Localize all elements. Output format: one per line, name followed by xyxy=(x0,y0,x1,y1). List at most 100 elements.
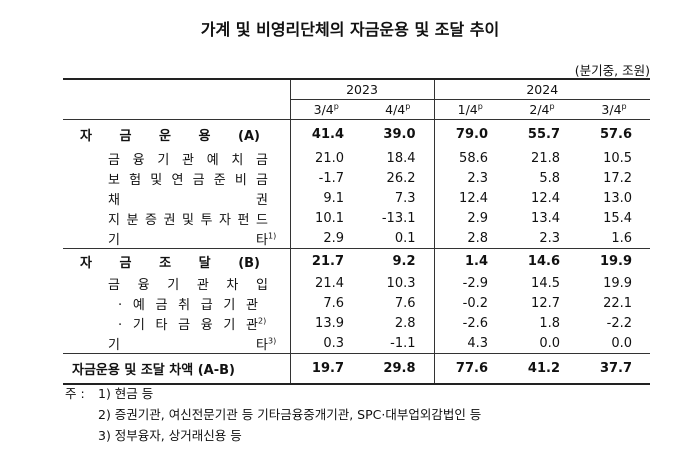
value-cell: 39.0 xyxy=(362,119,435,149)
value-cell: 19.9 xyxy=(578,248,651,274)
table-row: 보 험 및 연 금 준 비 금 -1.7 26.2 2.3 5.8 17.2 xyxy=(63,168,650,189)
period-mark: p xyxy=(477,101,483,111)
value-cell: 2.9 xyxy=(467,211,488,226)
value-cell: 10.5 xyxy=(603,151,633,166)
period-mark: p xyxy=(333,101,339,111)
footnote-mark: 1) xyxy=(268,231,277,241)
table-body: 2023 2024 3/4p 4/4p 1/4p 2/4p 3/4p 자 금 운 용 (A) 4… xyxy=(63,78,651,385)
value-cell: 7.6 xyxy=(323,296,344,311)
value-cell: 21.4 xyxy=(315,276,344,291)
value-cell: 0.0 xyxy=(611,335,633,351)
value-cell: 18.4 xyxy=(362,148,435,169)
value-cell: 12.7 xyxy=(531,296,560,311)
value-cell: 19.9 xyxy=(603,276,633,291)
value-cell: 13.0 xyxy=(603,191,633,206)
value-cell: 13.4 xyxy=(531,211,560,226)
row-label-cell: 지 분 증 권 및 투 자 펀 드 xyxy=(63,208,291,229)
value-cell: -2.6 xyxy=(462,316,488,331)
row-label: 채 권 xyxy=(108,193,268,208)
value-cell: 17.2 xyxy=(603,171,633,186)
row-label: 지 분 증 권 및 투 자 펀 드 xyxy=(108,213,268,228)
value-cell: 2.3 xyxy=(467,171,488,186)
row-label-cell: 자금운용 및 조달 차액 (A-B) xyxy=(63,353,291,385)
value-cell: 10.1 xyxy=(315,211,344,226)
value-cell: 1.6 xyxy=(611,230,633,246)
row-label-cell: 금 융 기 관 예 치 금 xyxy=(63,148,291,169)
value-cell: 55.7 xyxy=(506,119,578,149)
value-cell: 77.6 xyxy=(434,353,506,385)
value-cell: 13.9 xyxy=(315,316,344,331)
row-label-cell: 기 타1) xyxy=(63,228,291,249)
table-row: 기 타1) 2.9 0.1 2.8 2.3 1.6 xyxy=(63,228,650,249)
table-row: 금 융 기 관 차 입 21.4 10.3 -2.9 14.5 19.9 xyxy=(63,273,650,294)
value-cell: 12.4 xyxy=(531,191,560,206)
value-cell: -1.1 xyxy=(362,333,435,354)
period-header: 3/4p xyxy=(578,100,650,120)
value-cell: 29.8 xyxy=(362,353,435,385)
period-mark: p xyxy=(549,101,555,111)
row-label: 자 금 조 달 (B) xyxy=(80,255,260,271)
row-label-cell: · 기 타 금 융 기 관2) xyxy=(63,313,291,334)
value-cell: 2.8 xyxy=(467,230,488,246)
table-row: 기 타3) 0.3 -1.1 4.3 0.0 0.0 xyxy=(63,333,650,354)
row-label-cell: · 예 금 취 급 기 관 xyxy=(63,293,291,314)
period-label: 4/4 xyxy=(385,102,406,118)
value-cell: -2.2 xyxy=(606,316,633,331)
year-header: 2023 xyxy=(290,78,435,100)
footnote-mark: 3) xyxy=(268,336,277,346)
row-label: · 예 금 취 급 기 관 xyxy=(118,298,258,313)
value-cell: -0.2 xyxy=(462,296,488,311)
value-cell: 37.7 xyxy=(578,353,651,385)
row-label-cell: 보 험 및 연 금 준 비 금 xyxy=(63,168,291,189)
value-cell: -2.9 xyxy=(462,276,488,291)
value-cell: 58.6 xyxy=(459,151,488,166)
table-row: 금 융 기 관 예 치 금 21.0 18.4 58.6 21.8 10.5 xyxy=(63,148,650,169)
value-cell: 0.1 xyxy=(362,228,435,249)
value-cell: -1.7 xyxy=(318,171,344,186)
header-row: 3/4p 4/4p 1/4p 2/4p 3/4p xyxy=(63,99,650,120)
row-label: 기 타 xyxy=(108,337,268,353)
value-cell: 1.8 xyxy=(539,316,560,331)
table-row: 지 분 증 권 및 투 자 펀 드 10.1 -13.1 2.9 13.4 15.4 xyxy=(63,208,650,229)
period-label: 2/4 xyxy=(529,102,550,118)
notes-prefix: 주 : xyxy=(65,386,85,401)
period-header: 4/4p xyxy=(362,99,435,120)
row-label: 보 험 및 연 금 준 비 금 xyxy=(108,173,268,188)
row-label: 자 금 운 용 (A) xyxy=(80,128,260,144)
value-cell: 7.6 xyxy=(362,293,435,314)
table-row: · 예 금 취 급 기 관 7.6 7.6 -0.2 12.7 22.1 xyxy=(63,293,650,314)
row-label: 금 융 기 관 차 입 xyxy=(108,278,268,293)
value-cell: 41.2 xyxy=(506,353,578,385)
row-label: · 기 타 금 융 기 관 xyxy=(118,318,258,333)
unit: (분기중, 조원) xyxy=(574,63,650,78)
value-cell: 5.8 xyxy=(539,171,560,186)
value-cell: 57.6 xyxy=(578,119,651,149)
value-cell: 26.2 xyxy=(362,168,435,189)
row-label-cell: 자 금 운 용 (A) xyxy=(63,119,291,149)
note-item: 3) 정부융자, 상거래신용 등 xyxy=(98,428,242,443)
value-cell: 14.5 xyxy=(531,276,560,291)
table-row: 자 금 조 달 (B) 21.7 9.2 1.4 14.6 19.9 xyxy=(63,248,651,274)
row-label: 기 타 xyxy=(108,232,268,248)
period-header: 2/4p xyxy=(506,100,578,120)
row-label-cell: 채 권 xyxy=(63,188,291,209)
period-label: 1/4 xyxy=(457,102,478,118)
note-item: 2) 증권기관, 여신전문기관 등 기타금융중개기관, SPC·대부업외감법인 … xyxy=(98,407,482,422)
note-item: 1) 현금 등 xyxy=(98,386,154,401)
value-cell: 41.4 xyxy=(290,119,362,149)
year-header: 2024 xyxy=(434,78,651,100)
row-label: 자금운용 및 조달 차액 (A-B) xyxy=(72,362,235,378)
period-header: 1/4p xyxy=(434,100,506,120)
period-mark: p xyxy=(621,101,627,111)
footnote-mark: 2) xyxy=(258,316,267,326)
value-cell: 14.6 xyxy=(506,248,578,274)
value-cell: 7.3 xyxy=(362,188,435,209)
value-cell: 0.0 xyxy=(539,335,560,351)
title: 가계 및 비영리단체의 자금운용 및 조달 추이 xyxy=(200,20,500,39)
value-cell: 22.1 xyxy=(603,296,633,311)
value-cell: 21.8 xyxy=(531,151,560,166)
value-cell: 21.0 xyxy=(315,151,344,166)
table-row: 자 금 운 용 (A) 41.4 39.0 79.0 55.7 57.6 xyxy=(63,119,651,149)
row-label-cell: 자 금 조 달 (B) xyxy=(63,248,291,274)
